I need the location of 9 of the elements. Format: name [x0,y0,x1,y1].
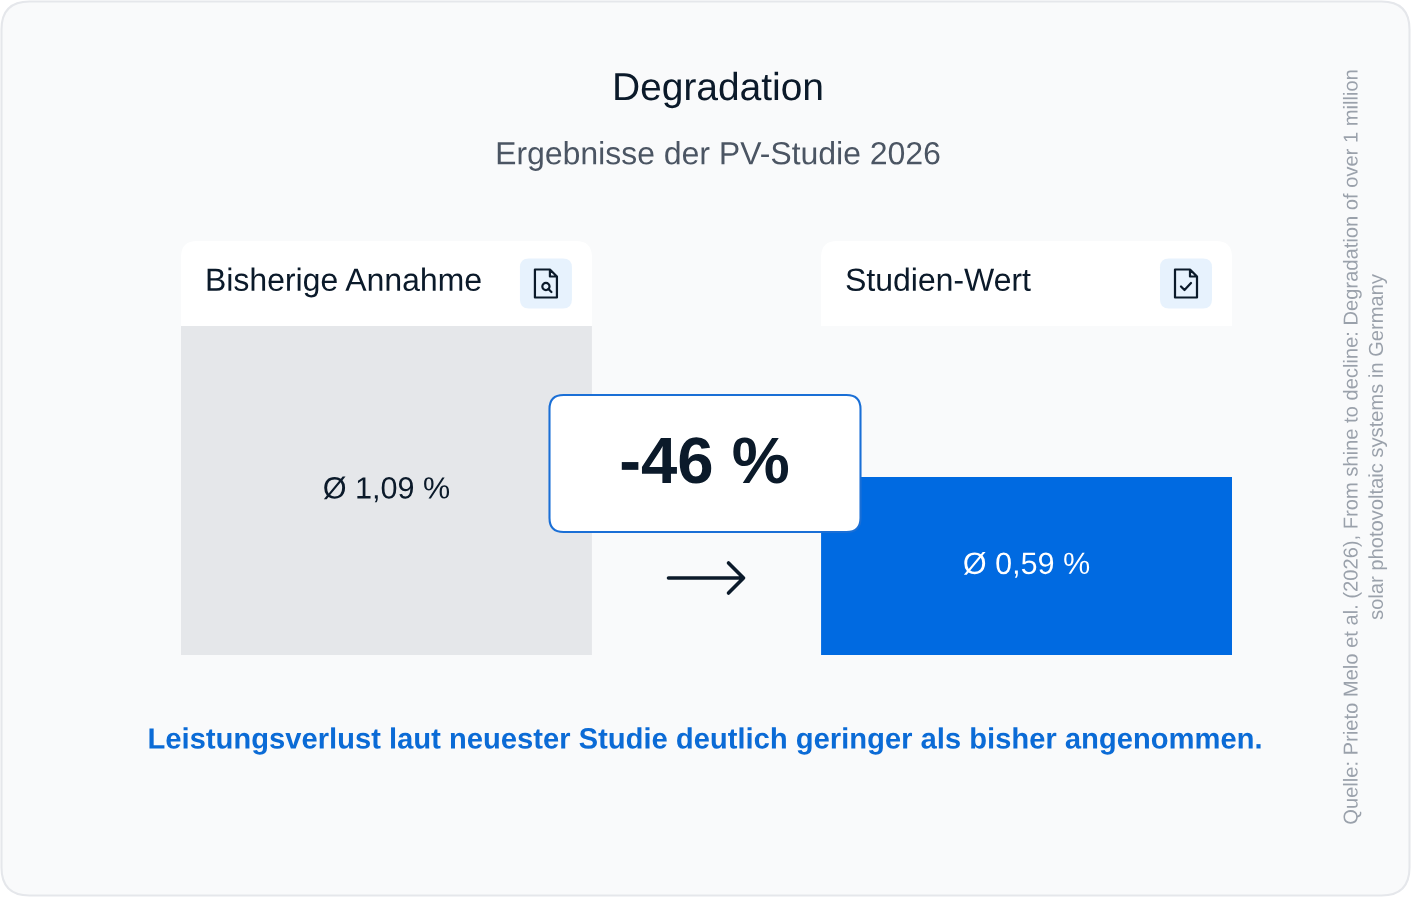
annotation: -46 % [621,437,789,484]
text: Leistungsverlust laut neuester Studie deutlich geringer als bisher angenommen. [149,727,1261,755]
chart-subtitle: Ergebnisse der PV-Studie 2026 [497,141,940,171]
x-tick-label: Bisherige Annahme [207,267,481,298]
source-note: Quelle: Prieto Melo et al. (2026), From shine to decline: Degradation of over 1 million solar photovoltaic systems in Germany [1342,70,1388,824]
x-tick-label: Studien-Wert [846,267,1031,292]
data-label: Ø 1,09 % [323,476,450,503]
chart-title: Degradation [615,71,822,109]
data-label: Ø 0,59 % [963,551,1090,578]
